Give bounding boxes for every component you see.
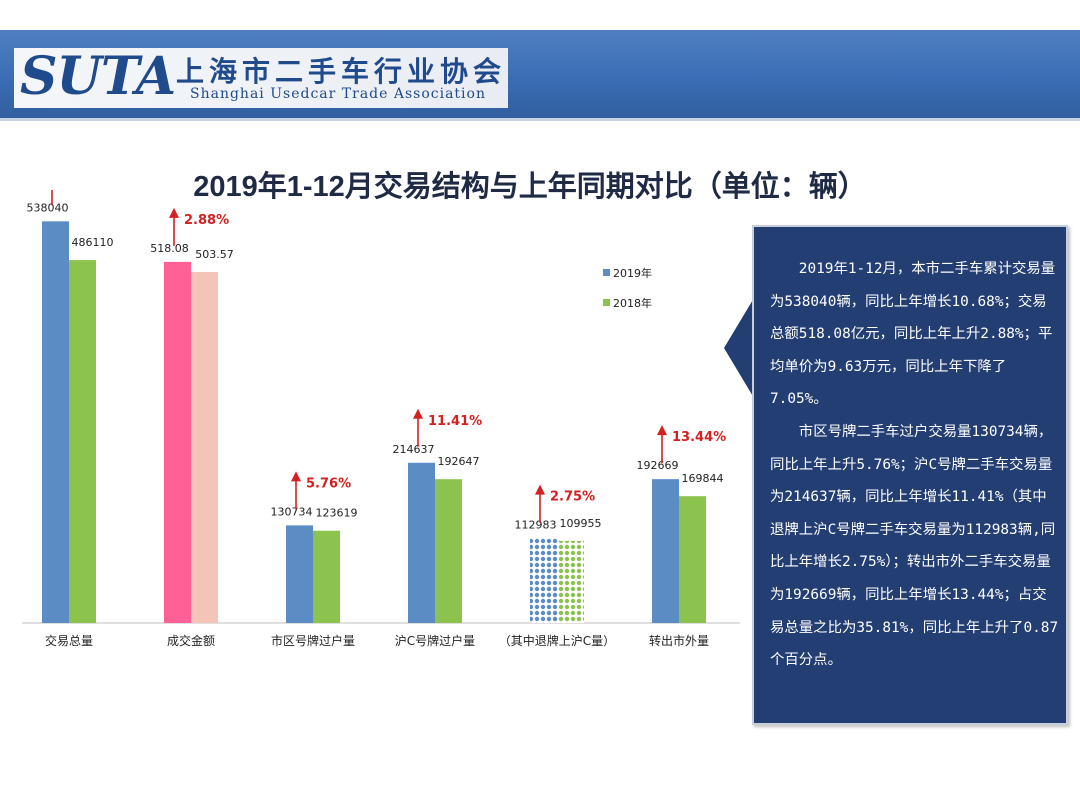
growth-arrowhead-3 (291, 471, 301, 482)
growth-arrowhead-4 (413, 408, 423, 419)
summary-paragraph-2: 市区号牌二手车过户交易量130734辆，同比上年上升5.76%；沪C号牌二手车交… (770, 423, 1059, 669)
bar-2018-4 (435, 479, 462, 623)
category-label-4: 沪C号牌过户量 (395, 633, 475, 648)
growth-label-5: 2.75% (550, 490, 595, 505)
category-label-1: 交易总量 (45, 633, 93, 648)
data-label-2019-5: 112983 (515, 519, 557, 532)
callout-pointer (724, 298, 754, 398)
data-label-2018-3: 123619 (316, 507, 358, 520)
bar-2018-5 (557, 540, 584, 623)
data-label-2019-6: 192669 (637, 459, 679, 472)
data-label-2018-1: 486110 (72, 236, 114, 249)
data-label-2018-6: 169844 (682, 472, 724, 485)
bar-2019-2 (164, 261, 191, 623)
growth-arrowhead-2 (169, 207, 179, 218)
bar-2019-4 (408, 462, 435, 623)
category-label-6: 转出市外量 (649, 633, 709, 648)
category-label-5: （其中退牌上沪C量） (499, 633, 615, 648)
category-label-3: 市区号牌过户量 (271, 633, 355, 648)
bar-2019-3 (286, 525, 313, 623)
bar-2019-1 (42, 221, 69, 623)
legend-swatch-2018 (603, 299, 610, 306)
data-label-2019-3: 130734 (271, 505, 313, 518)
logo: SUTA 上海市二手车行业协会 Shanghai Usedcar Trade A… (14, 46, 508, 108)
org-name-en: Shanghai Usedcar Trade Association (190, 86, 486, 102)
bar-2019-5 (530, 538, 557, 623)
bar-2018-3 (313, 530, 340, 623)
header-band: SUTA 上海市二手车行业协会 Shanghai Usedcar Trade A… (0, 30, 1080, 121)
growth-arrowhead-6 (657, 425, 667, 436)
growth-label-6: 13.44% (672, 430, 726, 445)
data-label-2018-2: 503.57 (195, 248, 234, 261)
bar-2018-1 (69, 260, 96, 623)
org-name-cn: 上海市二手车行业协会 (176, 55, 507, 88)
bar-2019-6 (652, 479, 679, 623)
summary-paragraph-1: 2019年1-12月，本市二手车累计交易量为538040辆，同比上年增长10.6… (770, 261, 1056, 408)
data-label-2018-5: 109955 (560, 517, 602, 530)
category-label-2: 成交金额 (167, 633, 215, 648)
summary-panel: 2019年1-12月，本市二手车累计交易量为538040辆，同比上年增长10.6… (752, 225, 1068, 725)
growth-label-4: 11.41% (428, 414, 482, 429)
bar-chart: 538040486110交易总量10.68%518.08503.57成交金额2.… (22, 190, 740, 648)
bar-2018-6 (679, 496, 706, 623)
growth-label-2: 2.88% (184, 213, 229, 228)
growth-label-3: 5.76% (306, 476, 351, 491)
page-title: 2019年1-12月交易结构与上年同期对比（单位：辆） (193, 171, 867, 203)
bar-2018-2 (191, 271, 218, 623)
logo-mark: SUTA (20, 46, 176, 107)
data-label-2019-1: 538040 (27, 201, 69, 214)
growth-arrowhead-5 (535, 484, 545, 495)
summary-text: 2019年1-12月，本市二手车累计交易量为538040辆，同比上年增长10.6… (770, 253, 1060, 677)
legend-label-2019: 2019年 (613, 266, 652, 280)
legend-label-2018: 2018年 (613, 296, 652, 310)
data-label-2019-2: 518.08 (150, 242, 189, 255)
data-label-2019-4: 214637 (393, 443, 435, 456)
data-label-2018-4: 192647 (438, 455, 480, 468)
legend-swatch-2019 (603, 269, 610, 276)
